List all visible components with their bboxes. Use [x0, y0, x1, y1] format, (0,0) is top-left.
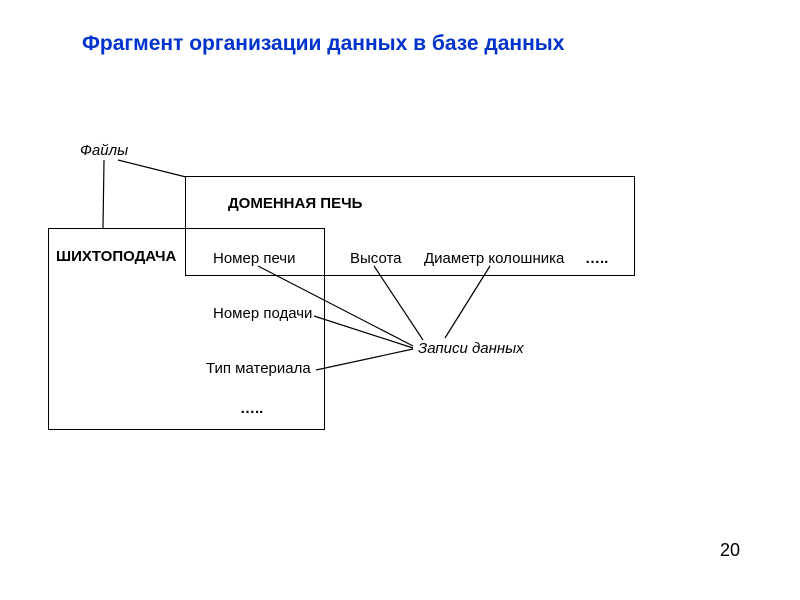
label-nomer-pechi: Номер печи: [213, 250, 296, 267]
label-zapisi: Записи данных: [418, 340, 524, 357]
label-tip-materiala: Тип материала: [206, 360, 311, 377]
label-box1-title: ДОМЕННАЯ ПЕЧЬ: [228, 195, 362, 212]
label-box2-title: ШИХТОПОДАЧА: [56, 248, 176, 265]
label-files: Файлы: [80, 142, 128, 159]
page-title: Фрагмент организации данных в базе данны…: [82, 32, 564, 56]
label-dots-2: …..: [240, 400, 263, 417]
page-number: 20: [720, 540, 740, 561]
label-dots-1: …..: [585, 250, 608, 267]
label-diametr: Диаметр колошника: [424, 250, 564, 267]
label-nomer-podachi: Номер подачи: [213, 305, 312, 322]
label-vysota: Высота: [350, 250, 402, 267]
